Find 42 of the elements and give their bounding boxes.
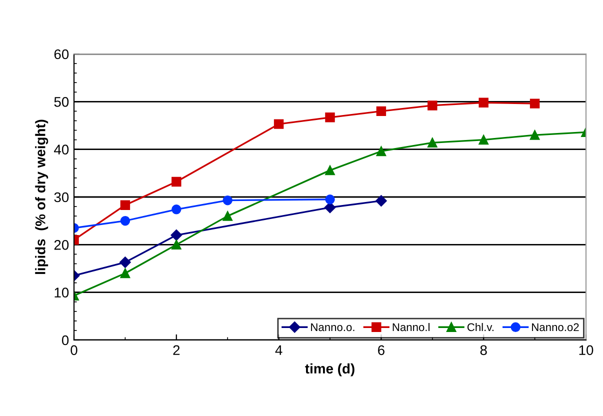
point <box>172 176 182 187</box>
y-tick-label: 60 <box>54 49 69 60</box>
point <box>222 211 232 221</box>
point <box>120 256 131 268</box>
point <box>478 98 488 108</box>
point <box>274 119 284 129</box>
point <box>170 230 182 241</box>
point <box>428 100 438 110</box>
point <box>120 216 130 226</box>
x-tick-label: 8 <box>480 345 487 356</box>
y-tick-label: 0 <box>62 335 69 346</box>
x-tick-label: 2 <box>173 345 180 355</box>
point <box>530 130 540 140</box>
y-tick-label: 30 <box>54 192 69 202</box>
legend-label: Nanno.l <box>392 322 430 332</box>
point <box>325 194 335 204</box>
point <box>172 204 182 214</box>
x-axis-title: time (d) <box>305 363 354 376</box>
x-tick-label: 6 <box>378 345 384 356</box>
legend-label: Chl.v. <box>467 322 494 332</box>
x-tick-label: 0 <box>70 345 78 356</box>
point <box>120 200 130 210</box>
point <box>325 165 335 176</box>
point <box>478 134 488 145</box>
point <box>376 106 386 116</box>
y-tick-label: 40 <box>54 144 69 155</box>
x-tick-label: 10 <box>579 345 594 356</box>
y-tick-label: 50 <box>54 97 69 107</box>
point <box>530 98 540 108</box>
legend-label: Nanno.o2 <box>532 323 579 332</box>
y-tick-label: 10 <box>54 288 69 298</box>
point <box>222 195 232 206</box>
point <box>376 195 387 206</box>
point <box>376 146 386 156</box>
y-axis-title: lipids (% of dry weight) <box>35 120 48 274</box>
point <box>172 240 182 250</box>
point <box>428 138 438 148</box>
y-tick-label: 20 <box>54 240 69 250</box>
x-tick-label: 4 <box>275 345 282 355</box>
legend-label: Nanno.o. <box>311 323 354 332</box>
point <box>120 268 130 278</box>
point <box>325 112 335 122</box>
